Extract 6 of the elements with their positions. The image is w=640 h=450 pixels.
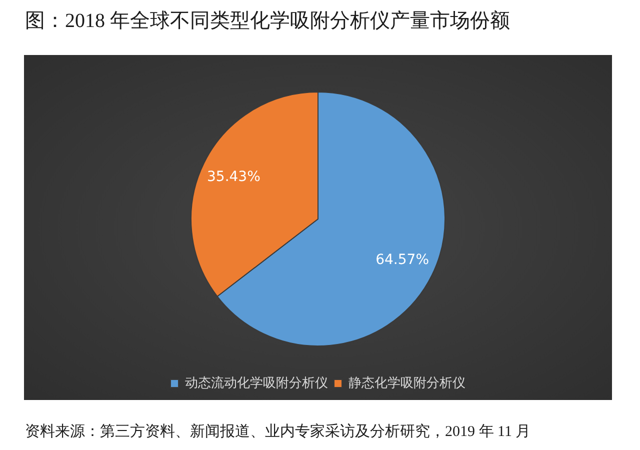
text: 资料来源：第三方资料、新闻报道、业内专家采访及分析研究，2019 年 11 月	[25, 422, 531, 441]
chart-title: 图：2018 年全球不同类型化学吸附分析仪产量市场份额	[25, 9, 510, 34]
legend-label: 动态流动化学吸附分析仪	[185, 374, 328, 391]
legend-label: 静态化学吸附分析仪	[348, 376, 466, 391]
data-label: 64.57%	[376, 252, 429, 268]
data-label: 35.43%	[207, 169, 260, 186]
